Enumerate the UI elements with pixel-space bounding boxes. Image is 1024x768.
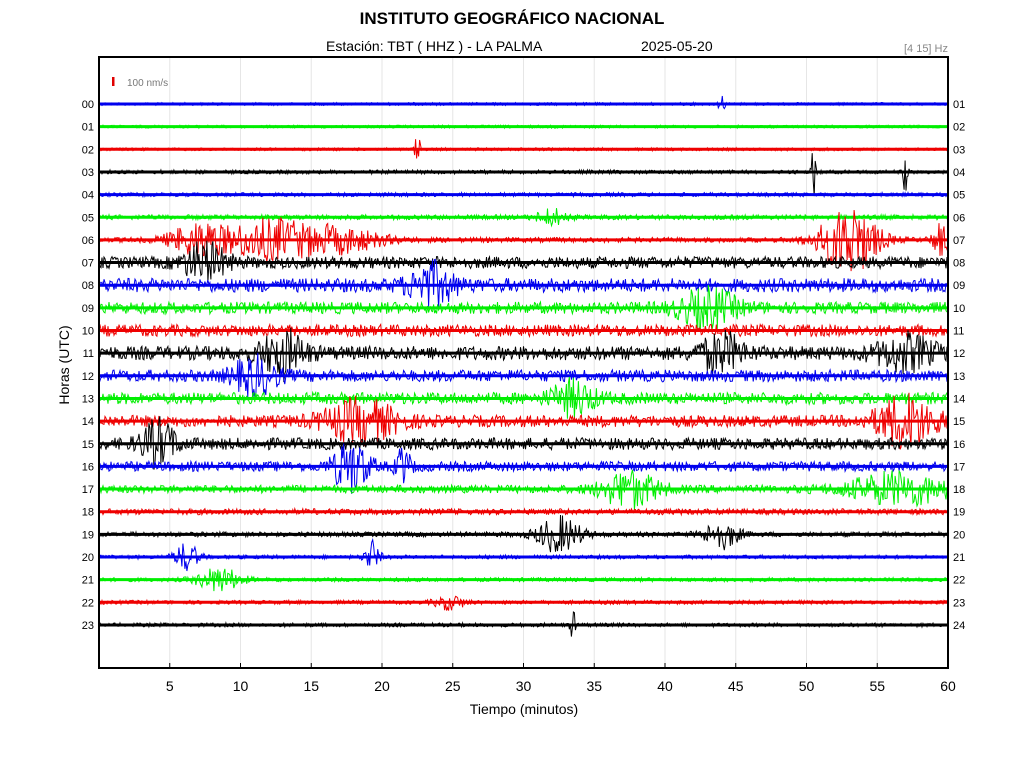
hour-label-right: 14 (953, 393, 965, 405)
hour-label-left: 04 (82, 190, 94, 202)
hour-label-left: 21 (82, 575, 94, 587)
trace-hour-10 (98, 322, 949, 339)
x-tick-label: 55 (869, 678, 885, 694)
hour-label-right: 23 (953, 597, 965, 609)
hour-label-right: 07 (953, 235, 965, 247)
hour-label-left: 05 (82, 212, 94, 224)
hour-label-right: 22 (953, 575, 965, 587)
hour-label-right: 16 (953, 439, 965, 451)
traces (98, 95, 949, 637)
x-tick-label: 15 (303, 678, 319, 694)
x-tick-label: 10 (233, 678, 249, 694)
x-tick-label: 35 (586, 678, 602, 694)
x-tick-label: 25 (445, 678, 461, 694)
x-tick-label: 20 (374, 678, 390, 694)
hour-label-left: 09 (82, 303, 94, 315)
trace-hour-13 (98, 376, 949, 420)
hour-label-right: 11 (953, 326, 964, 338)
scale-label: 100 nm/s (127, 78, 168, 89)
frequency-band-label: [4 15] Hz (903, 43, 948, 55)
station-label: Estación: TBT ( HHZ ) - LA PALMA (326, 38, 543, 54)
hour-label-right: 20 (953, 529, 965, 541)
hour-label-left: 07 (82, 258, 94, 270)
hour-label-right: 18 (953, 484, 965, 496)
hour-label-left: 15 (82, 439, 94, 451)
hour-label-left: 11 (83, 348, 94, 360)
x-tick-label: 50 (799, 678, 815, 694)
y-axis-label: Horas (UTC) (56, 325, 72, 404)
x-tick-label: 30 (516, 678, 532, 694)
hour-label-right: 13 (953, 371, 965, 383)
hour-label-left: 02 (82, 144, 94, 156)
date-label: 2025-05-20 (641, 38, 713, 54)
hour-label-left: 23 (82, 620, 94, 632)
hour-label-left: 03 (82, 167, 94, 179)
hour-label-right: 02 (953, 122, 965, 134)
hour-label-left: 08 (82, 280, 94, 292)
hour-label-left: 22 (82, 597, 94, 609)
scale-bar (112, 77, 115, 86)
hour-label-left: 16 (82, 461, 94, 473)
hour-label-right: 06 (953, 212, 965, 224)
hour-label-right: 24 (953, 620, 965, 632)
hour-label-right: 05 (953, 190, 965, 202)
hour-label-left: 01 (82, 122, 94, 134)
hour-label-left: 20 (82, 552, 94, 564)
hour-label-left: 18 (82, 507, 94, 519)
hour-label-left: 17 (82, 484, 94, 496)
hour-label-left: 00 (82, 99, 94, 111)
axis-labels: 00 01 01 02 02 03 03 04 04 05 05 06 06 07 07 08 08 09 09 10… (56, 77, 965, 717)
hour-label-left: 12 (82, 371, 94, 383)
hour-label-right: 17 (953, 461, 965, 473)
hour-label-left: 14 (82, 416, 94, 428)
x-tick-label: 40 (657, 678, 673, 694)
hour-label-right: 21 (953, 552, 965, 564)
hour-label-right: 09 (953, 280, 965, 292)
hour-label-right: 04 (953, 167, 965, 179)
x-tick-label: 60 (940, 678, 956, 694)
x-axis-label: Tiempo (minutos) (470, 701, 578, 717)
hour-label-right: 19 (953, 507, 965, 519)
hour-label-left: 19 (82, 529, 94, 541)
hour-label-right: 10 (953, 303, 965, 315)
hour-label-left: 06 (82, 235, 94, 247)
x-tick-label: 5 (166, 678, 174, 694)
hour-label-right: 08 (953, 258, 965, 270)
hour-label-right: 03 (953, 144, 965, 156)
hour-label-right: 15 (953, 416, 965, 428)
hour-label-right: 01 (953, 99, 965, 111)
hour-label-left: 13 (82, 393, 94, 405)
hour-label-right: 12 (953, 348, 965, 360)
x-tick-label: 45 (728, 678, 744, 694)
chart-title: INSTITUTO GEOGRÁFICO NACIONAL (359, 9, 665, 28)
hour-label-left: 10 (82, 326, 94, 338)
